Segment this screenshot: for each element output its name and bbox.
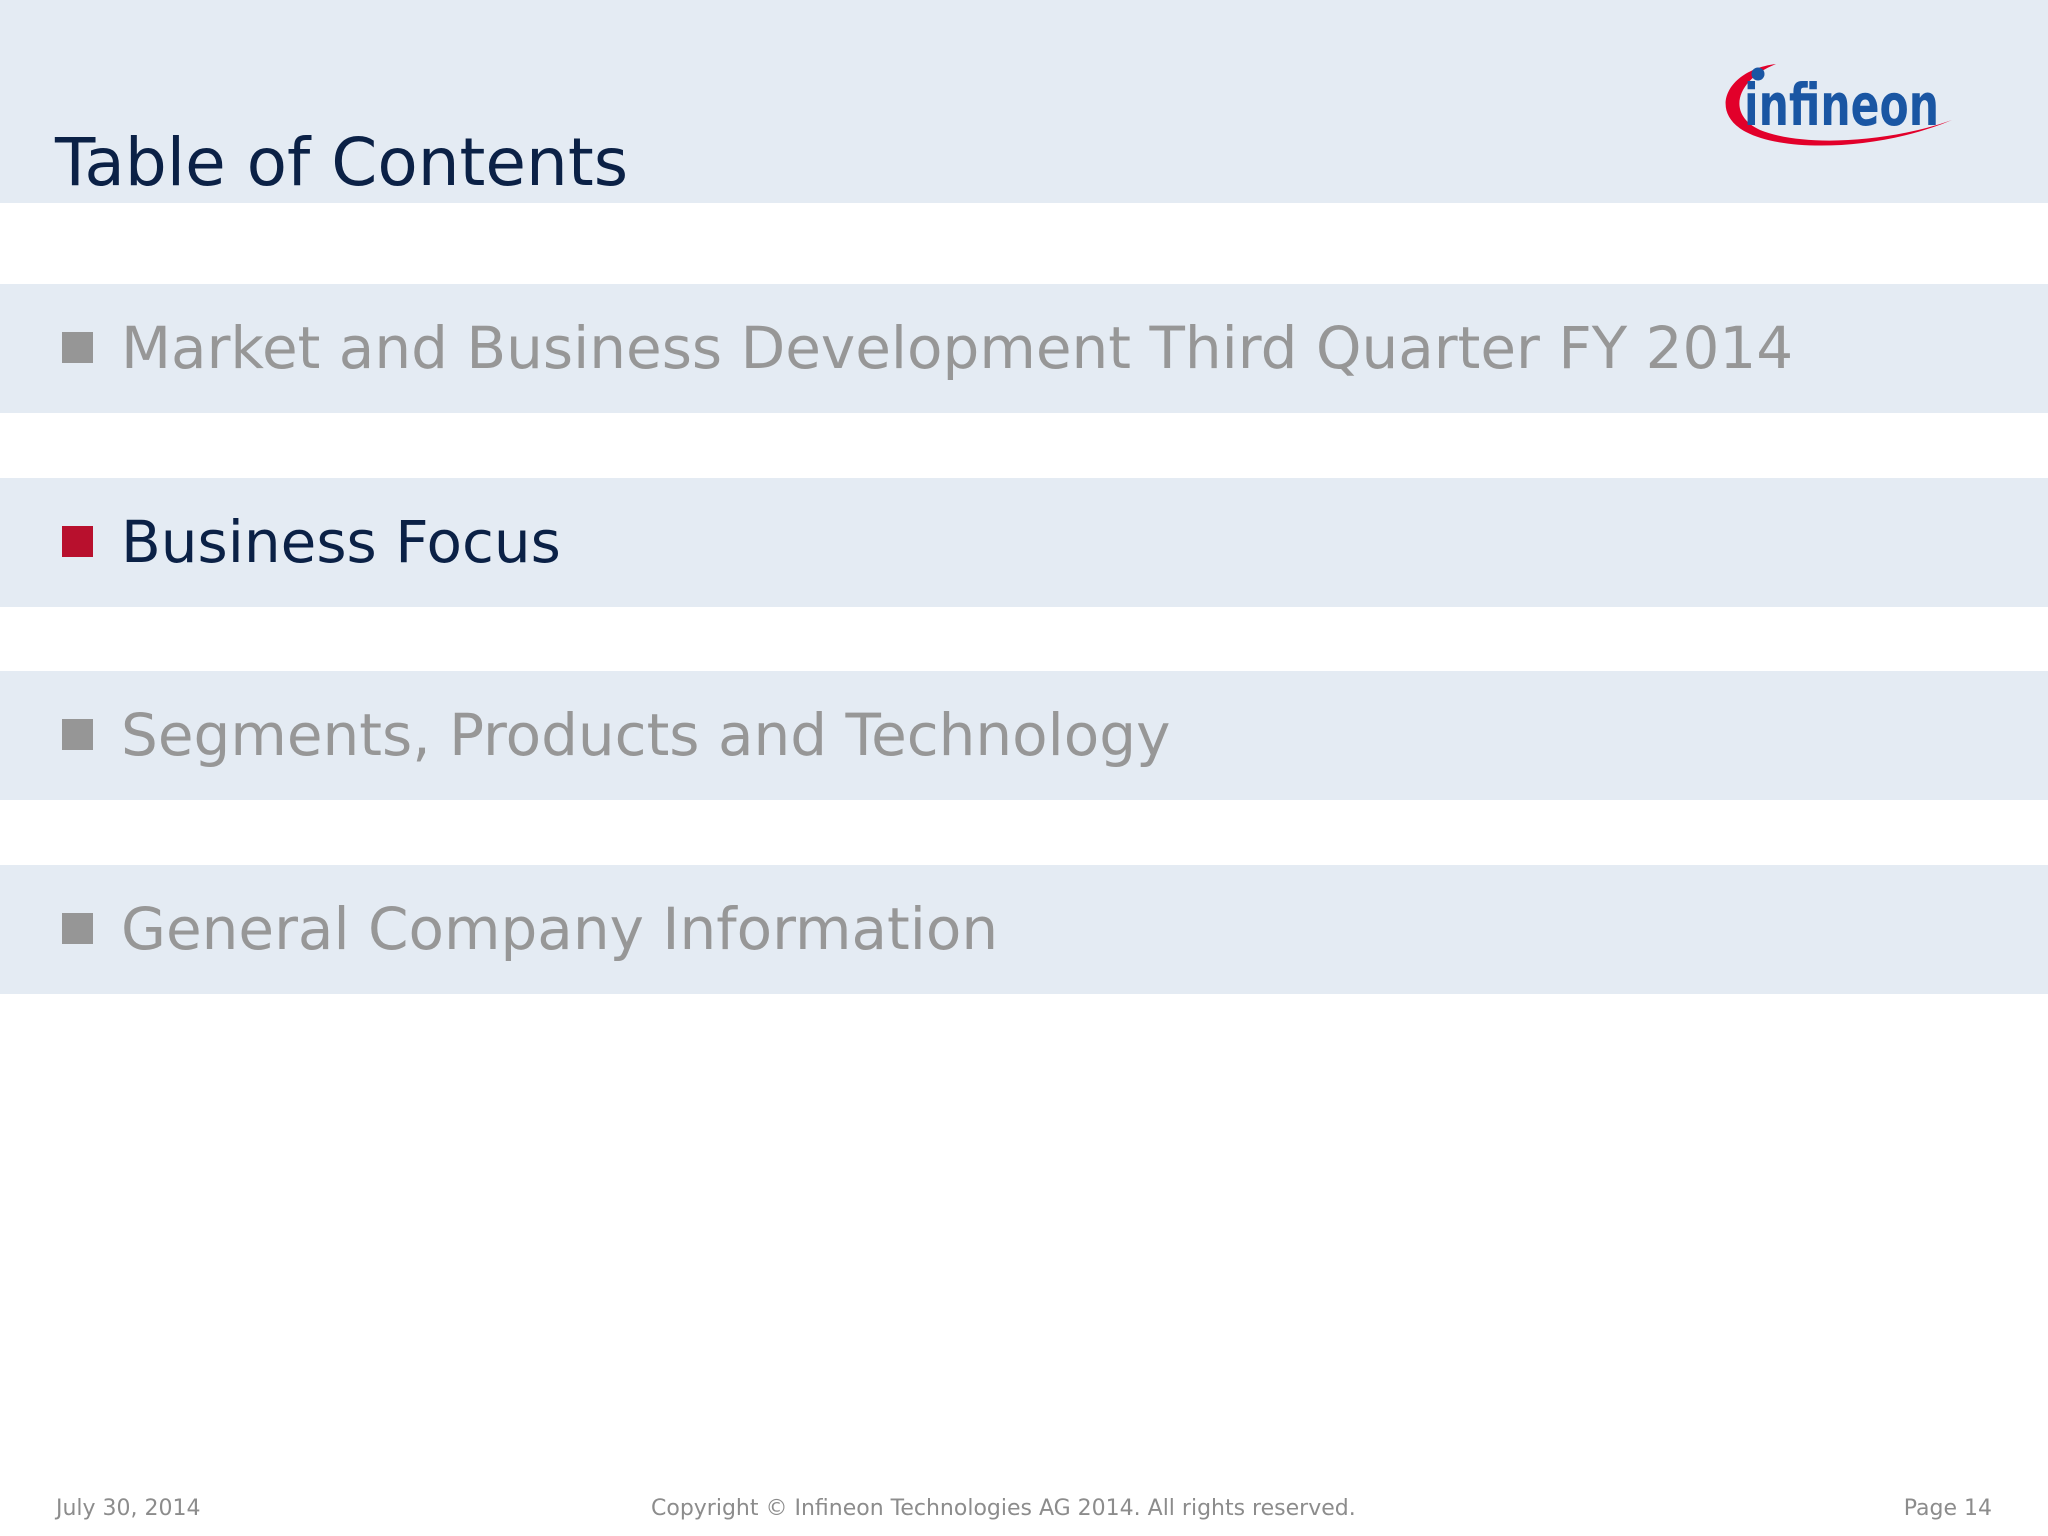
square-bullet-icon: [62, 912, 93, 944]
svg-text:infineon: infineon: [1744, 71, 1939, 139]
footer-copyright: Copyright © Infineon Technologies AG 201…: [651, 1496, 1356, 1521]
toc-item-segments-products[interactable]: Segments, Products and Technology: [0, 671, 2048, 800]
square-bullet-icon: [62, 331, 93, 363]
footer-date: July 30, 2014: [56, 1496, 201, 1521]
square-bullet-icon: [62, 718, 93, 750]
square-bullet-icon: [62, 525, 93, 557]
toc-item-general-company[interactable]: General Company Information: [0, 865, 2048, 994]
toc-item-label: Segments, Products and Technology: [121, 701, 1171, 769]
toc-item-market-business[interactable]: Market and Business Development Third Qu…: [0, 284, 2048, 413]
toc-item-label: General Company Information: [121, 895, 999, 963]
toc-item-label: Market and Business Development Third Qu…: [121, 314, 1794, 382]
header-band: Table of Contents infineon: [0, 0, 2048, 203]
toc-item-business-focus[interactable]: Business Focus: [0, 478, 2048, 607]
infineon-logo: infineon: [1716, 50, 1956, 162]
page-title: Table of Contents: [55, 124, 629, 201]
toc-item-label: Business Focus: [121, 508, 561, 576]
footer-page-number: Page 14: [1903, 1496, 1992, 1521]
